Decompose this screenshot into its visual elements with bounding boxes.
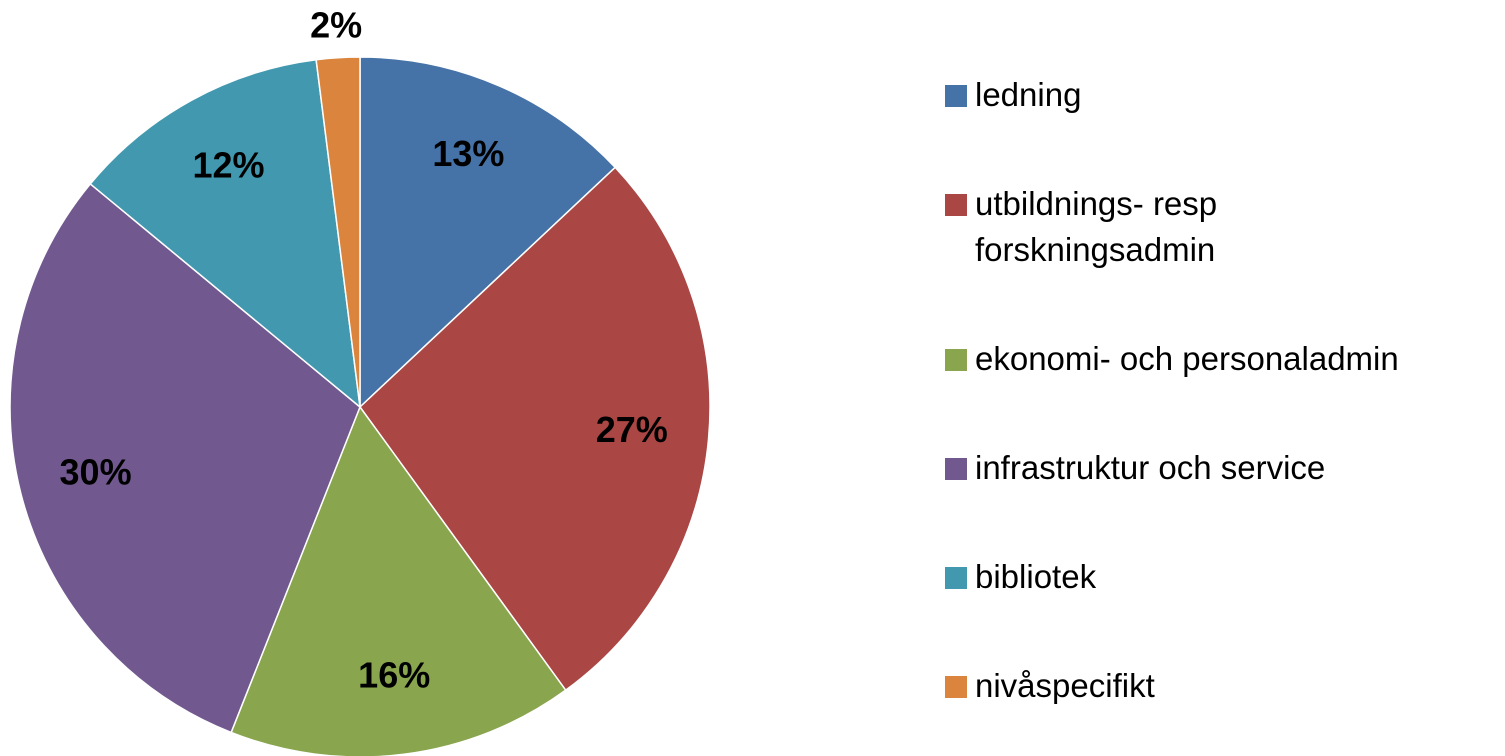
legend-swatch <box>945 193 967 216</box>
legend-swatch <box>945 566 967 589</box>
legend-label: nivåspecifikt <box>975 666 1155 704</box>
legend-item: infrastruktur och service <box>945 445 1485 491</box>
data-label: 16% <box>358 654 430 695</box>
legend-swatch <box>945 675 967 698</box>
data-label: 12% <box>192 144 264 185</box>
pie-slice <box>359 56 617 409</box>
legend-swatch <box>945 457 967 480</box>
legend-item: ledning <box>945 72 1485 118</box>
data-label: 2% <box>310 4 362 45</box>
legend-swatch <box>945 84 967 107</box>
legend: ledning utbildnings- resp forskningsadmin… <box>945 40 1485 740</box>
legend-label: infrastruktur och service <box>975 448 1326 486</box>
legend-item: utbildnings- resp forskningsadmin <box>945 181 1485 273</box>
pie-slice <box>9 182 361 734</box>
legend-label: ekonomi- och personaladmin <box>975 339 1399 377</box>
legend-item: nivåspecifikt <box>945 663 1485 709</box>
legend-item: bibliotek <box>945 554 1485 600</box>
pie-slice <box>89 58 361 409</box>
pie-slice <box>359 166 711 692</box>
legend-label: utbildnings- resp forskningsadmin <box>975 184 1218 268</box>
legend-item: ekonomi- och personaladmin <box>945 336 1485 382</box>
legend-label: bibliotek <box>975 557 1097 595</box>
pie-slice <box>315 56 361 408</box>
data-label: 13% <box>432 133 504 174</box>
legend-label: ledning <box>975 75 1082 113</box>
pie-slice <box>230 405 567 756</box>
data-label: 27% <box>596 409 668 450</box>
legend-swatch <box>945 348 967 371</box>
data-label: 30% <box>60 451 132 492</box>
chart: 13% 27% 16% 30% 12% 2% <box>9 4 711 756</box>
